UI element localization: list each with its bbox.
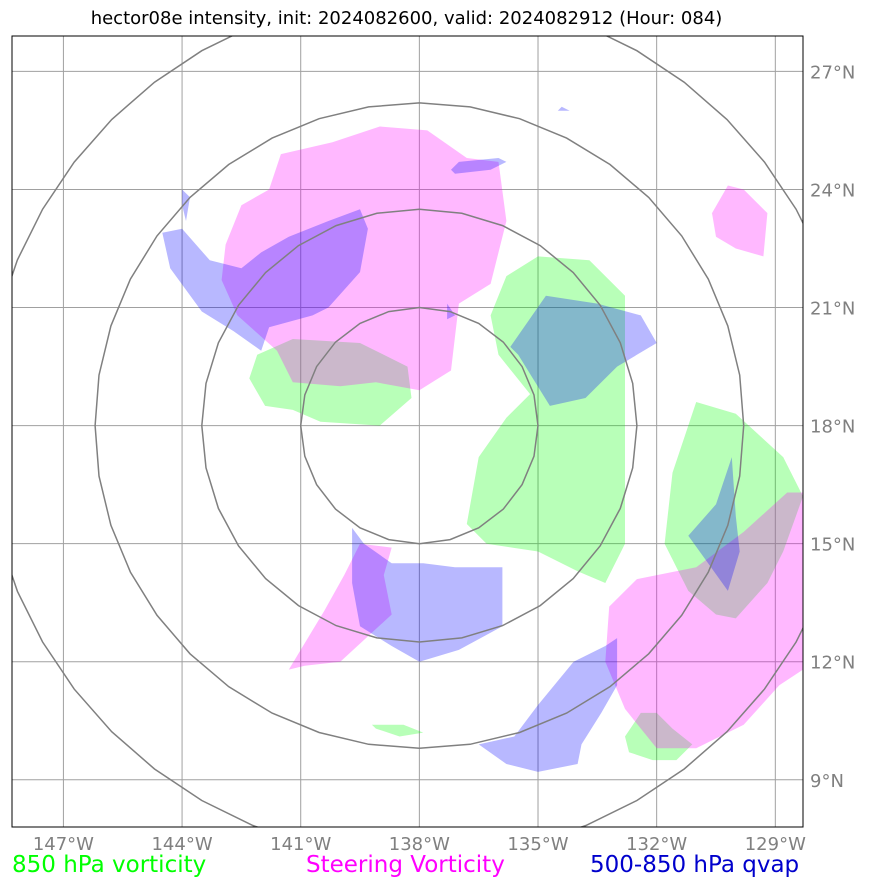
lat-tick-label: 27°N <box>810 62 855 83</box>
500-850-hpa-qvap-area-3 <box>557 106 570 111</box>
lon-tick-label: 135°W <box>507 834 568 855</box>
series-850-hpa-vorticity <box>249 256 803 761</box>
lat-tick-label: 15°N <box>810 535 855 556</box>
chart-title: hector08e intensity, init: 2024082600, v… <box>90 8 723 29</box>
500-850-hpa-qvap-area-8 <box>688 457 740 591</box>
500-850-hpa-qvap-area-0 <box>162 209 368 351</box>
850-hpa-vorticity-area-0 <box>249 339 412 426</box>
lon-tick-label: 144°W <box>151 834 212 855</box>
lon-tick-label: 147°W <box>33 834 94 855</box>
range-ring-2 <box>94 102 745 750</box>
data-fields <box>162 106 803 772</box>
lon-tick-label: 132°W <box>626 834 687 855</box>
legend-850-vorticity: 850 hPa vorticity <box>12 852 207 878</box>
plot-frame <box>11 35 804 828</box>
series-steering-vorticity <box>221 126 803 749</box>
lon-tick-label: 141°W <box>270 834 331 855</box>
lat-tick-label: 12°N <box>810 653 855 674</box>
850-hpa-vorticity-area-3 <box>625 712 693 761</box>
500-850-hpa-qvap-area-7 <box>478 638 618 772</box>
legend-qvap: 500-850 hPa qvap <box>590 852 800 878</box>
series-500-850-hpa-qvap <box>162 106 740 772</box>
850-hpa-vorticity-area-4 <box>371 724 424 737</box>
range-ring-1 <box>201 208 638 643</box>
500-850-hpa-qvap-area-4 <box>510 295 657 406</box>
steering-vorticity-area-0 <box>221 126 507 391</box>
steering-vorticity-area-1 <box>712 185 768 257</box>
gridlines <box>12 36 803 827</box>
500-850-hpa-qvap-area-1 <box>451 158 507 174</box>
range-ring-3 <box>12 36 803 827</box>
850-hpa-vorticity-area-1 <box>466 256 625 583</box>
lat-tick-labels: 9°N 12°N 15°N 18°N 21°N 24°N 27°N <box>810 62 855 791</box>
lat-tick-label: 24°N <box>810 180 855 201</box>
lat-tick-label: 18°N <box>810 417 855 438</box>
steering-vorticity-area-2 <box>288 543 392 670</box>
lat-tick-label: 9°N <box>810 771 844 792</box>
steering-vorticity-area-3 <box>605 492 803 749</box>
lon-tick-label: 138°W <box>389 834 450 855</box>
lat-tick-label: 21°N <box>810 299 855 320</box>
850-hpa-vorticity-area-2 <box>664 402 803 619</box>
lon-tick-label: 129°W <box>745 834 806 855</box>
range-ring-0 <box>299 306 539 545</box>
500-850-hpa-qvap-area-6 <box>352 527 503 662</box>
range-rings <box>12 36 803 827</box>
lon-tick-labels: 147°W 144°W 141°W 138°W 135°W 132°W 129°W <box>33 834 806 855</box>
legend-steering-vorticity: Steering Vorticity <box>306 852 505 878</box>
500-850-hpa-qvap-area-2 <box>182 189 190 221</box>
